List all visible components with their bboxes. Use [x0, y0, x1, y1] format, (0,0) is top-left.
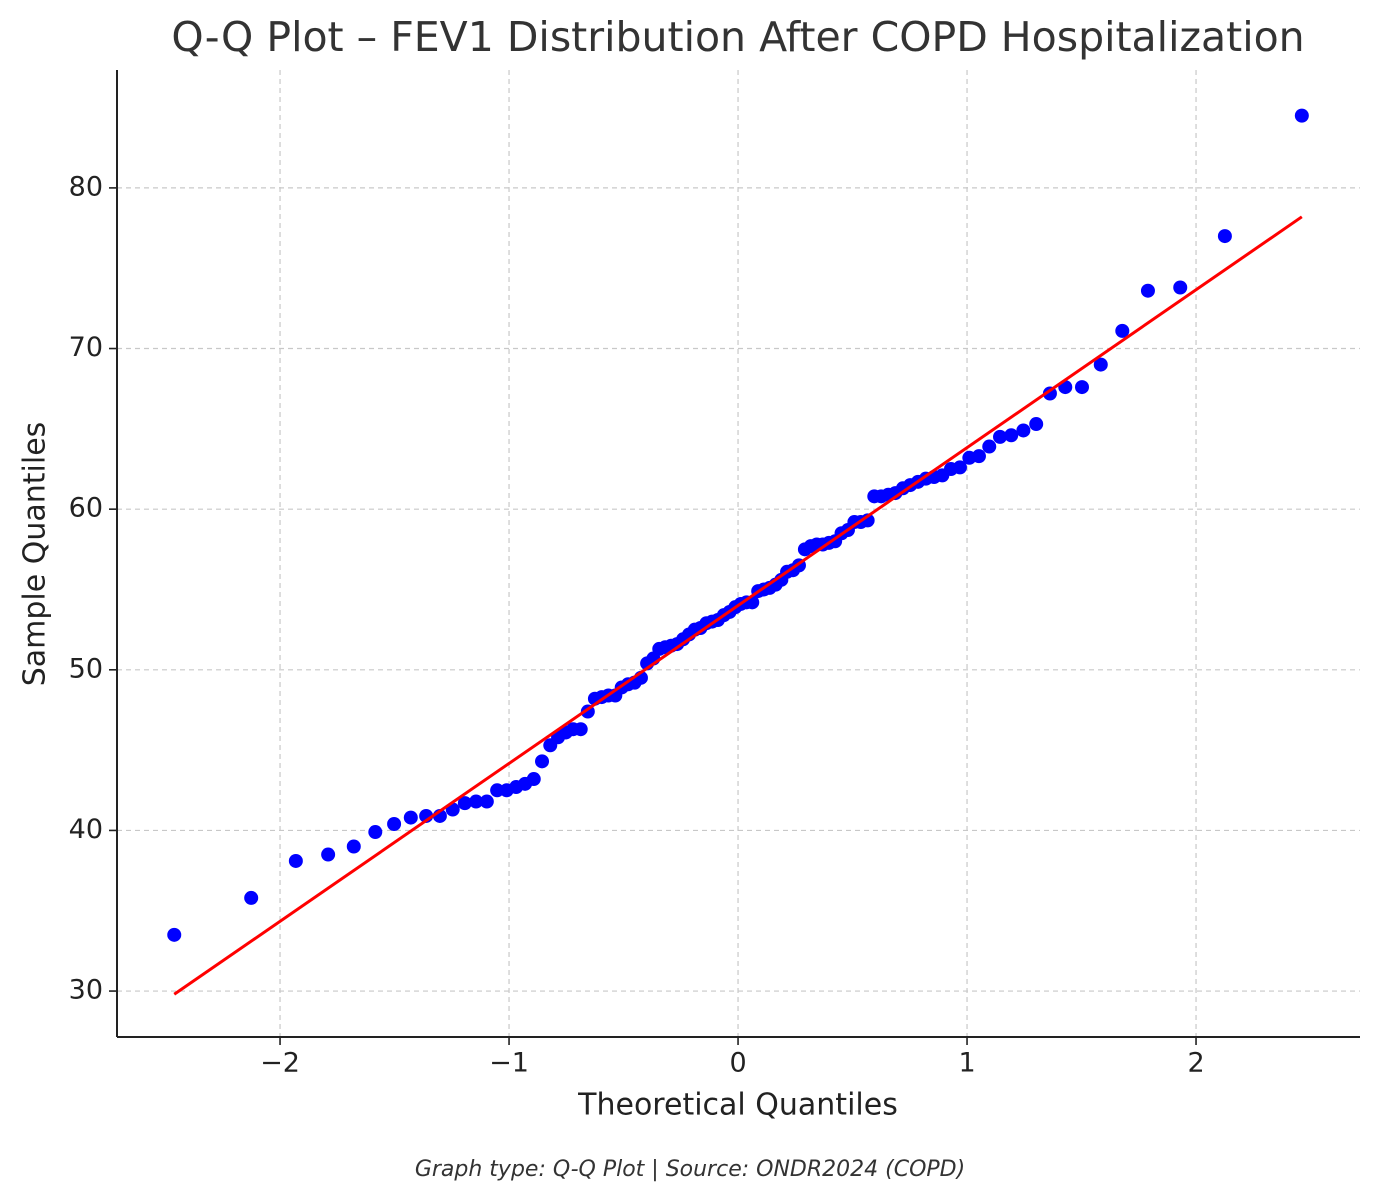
sample-point — [457, 796, 472, 811]
sample-point — [535, 754, 550, 769]
y-axis-label: Sample Quantiles — [18, 422, 53, 687]
x-tick-label: 2 — [1187, 1048, 1204, 1079]
sample-point — [1093, 357, 1108, 372]
sample-point — [490, 783, 505, 798]
sample-point — [288, 853, 303, 868]
sample-point — [1294, 108, 1309, 123]
x-axis-label: Theoretical Quantiles — [577, 1088, 898, 1123]
sample-point — [1074, 380, 1089, 395]
y-tick-label: 50 — [69, 653, 103, 684]
sample-point — [1140, 283, 1155, 298]
y-tick-label: 60 — [69, 493, 103, 524]
y-tick-label: 70 — [69, 332, 103, 363]
sample-point — [1042, 386, 1057, 401]
sample-point — [479, 794, 494, 809]
sample-point — [573, 722, 588, 737]
sample-point — [403, 810, 418, 825]
footnote: Graph type: Q-Q Plot | Source: ONDR2024 … — [415, 1157, 965, 1182]
x-tick-label: 0 — [729, 1048, 746, 1079]
sample-point — [469, 794, 484, 809]
sample-point — [971, 449, 986, 464]
sample-point — [387, 817, 402, 832]
sample-point — [244, 890, 259, 905]
sample-point — [1173, 280, 1188, 295]
sample-point — [346, 839, 361, 854]
chart-title: Q-Q Plot – FEV1 Distribution After COPD … — [171, 13, 1304, 61]
sample-point — [368, 825, 383, 840]
x-tick-label: −1 — [489, 1048, 529, 1079]
sample-point — [321, 847, 336, 862]
reference-line — [173, 215, 1303, 996]
sample-point — [167, 927, 182, 942]
sample-point — [1004, 428, 1019, 443]
x-tick-label: −2 — [260, 1048, 300, 1079]
y-tick-label: 80 — [69, 171, 103, 202]
sample-point — [1029, 417, 1044, 432]
x-tick-label: 1 — [958, 1048, 975, 1079]
sample-point — [1217, 229, 1232, 244]
sample-point — [526, 772, 541, 787]
sample-point — [1016, 423, 1031, 438]
y-tick-label: 30 — [69, 975, 103, 1006]
y-tick-label: 40 — [69, 814, 103, 845]
sample-point — [1115, 323, 1130, 338]
sample-point — [993, 429, 1008, 444]
sample-point — [952, 460, 967, 475]
sample-point — [982, 439, 997, 454]
